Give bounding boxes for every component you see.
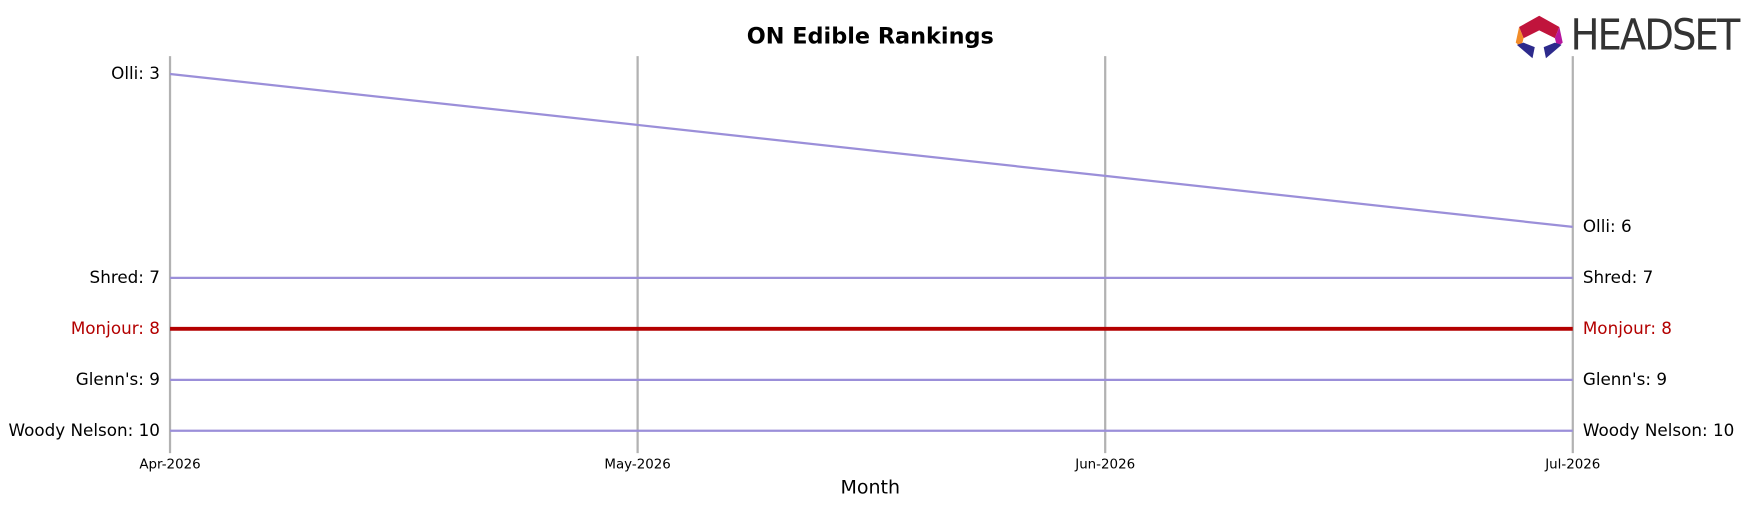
x-axis-label: Month	[841, 476, 901, 498]
logo-text: HEADSET	[1571, 12, 1742, 61]
x-tick-label: Jul-2026	[1544, 457, 1600, 472]
x-tick-label: May-2026	[604, 457, 670, 472]
value-label: Glenn's: 9	[1583, 369, 1667, 389]
value-label: Woody Nelson: 10	[1583, 420, 1734, 440]
x-tick-label: Jun-2026	[1074, 457, 1135, 472]
value-label: Woody Nelson: 10	[9, 420, 160, 440]
value-label: Monjour: 8	[1583, 318, 1672, 338]
logo-icon	[1515, 15, 1563, 59]
value-label: Olli: 6	[1583, 216, 1632, 236]
value-label: Shred: 7	[1583, 267, 1653, 287]
chart-title: ON Edible Rankings	[747, 24, 994, 50]
value-label: Monjour: 8	[71, 318, 160, 338]
value-label: Glenn's: 9	[76, 369, 160, 389]
x-tick-label: Apr-2026	[139, 457, 200, 472]
value-label: Olli: 3	[111, 63, 160, 83]
series-line	[169, 72, 1573, 229]
value-label: Shred: 7	[90, 267, 160, 287]
